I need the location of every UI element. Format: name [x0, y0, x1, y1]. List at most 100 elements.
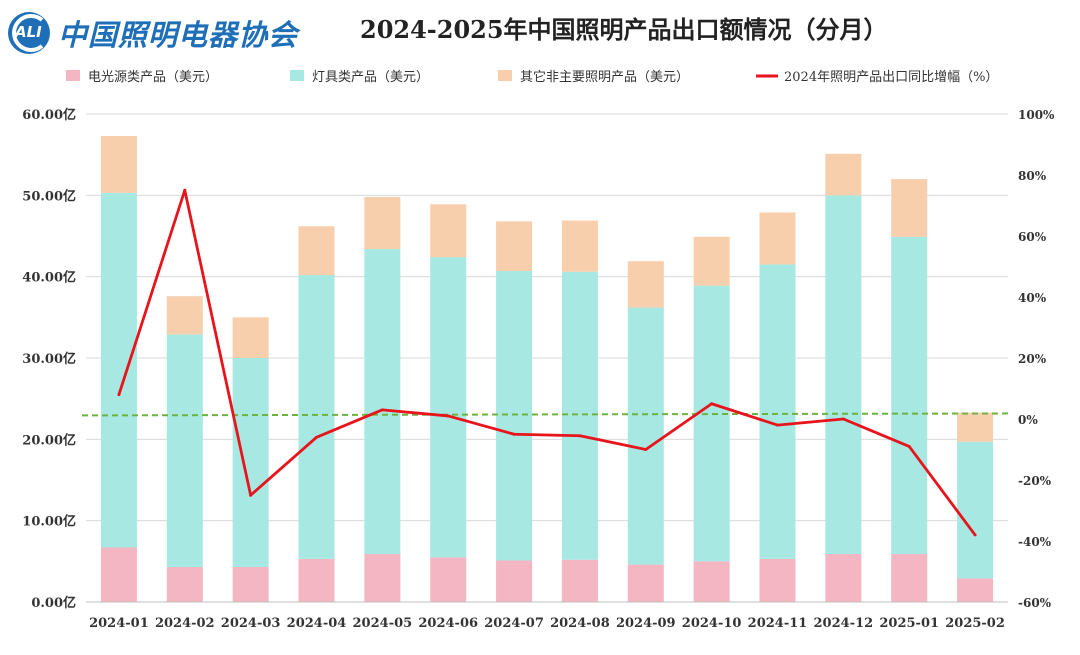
growth-line	[117, 188, 977, 536]
bar-other-2024-01	[100, 135, 137, 193]
bar-light-source-2024-02	[166, 567, 203, 602]
y-left-tick-label: 20.00亿	[22, 432, 76, 448]
y-right-tick-label: -40%	[1018, 535, 1052, 549]
y-right-tick-label: 40%	[1018, 291, 1047, 305]
bar-lamp-2024-07	[496, 270, 533, 561]
bar-lamp-2024-11	[759, 264, 796, 559]
growth-point	[446, 414, 450, 418]
y-left-tick-label: 30.00亿	[22, 351, 76, 367]
y-left-tick-label: 60.00亿	[22, 107, 76, 123]
growth-point	[907, 444, 911, 448]
x-tick-label: 2024-11	[748, 616, 808, 631]
y-right-tick-label: 80%	[1018, 169, 1047, 183]
x-tick-label: 2025-01	[879, 616, 939, 631]
bar-other-2024-07	[496, 221, 533, 271]
bar-other-2025-01	[891, 179, 928, 237]
growth-point	[710, 402, 714, 406]
x-tick-label: 2024-07	[484, 616, 544, 631]
bar-other-2024-09	[627, 261, 664, 308]
bar-other-2024-12	[825, 153, 862, 196]
bar-other-2024-04	[298, 226, 335, 276]
x-tick-label: 2024-03	[221, 616, 281, 631]
bar-lamp-2024-02	[166, 334, 203, 568]
bar-lamp-2024-03	[232, 358, 269, 568]
bar-other-2024-10	[693, 236, 730, 286]
legend-other-label: 其它非主要照明产品（美元）	[520, 69, 689, 85]
growth-point	[973, 533, 977, 537]
bar-lamp-2024-09	[627, 307, 664, 565]
growth-point	[644, 448, 648, 451]
logo-badge-icon: ALI	[6, 10, 52, 56]
growth-point	[183, 188, 187, 192]
bar-lamp-2024-10	[693, 285, 730, 562]
logo-letters: ALI	[15, 23, 42, 41]
bar-light-source-2024-04	[298, 558, 335, 602]
x-tick-label: 2025-02	[945, 616, 1005, 631]
growth-point	[315, 435, 318, 439]
y-right-tick-label: 20%	[1018, 352, 1047, 366]
bar-light-source-2024-08	[561, 559, 598, 602]
logo-text: 中国照明电器协会	[58, 18, 299, 52]
bar-light-source-2024-12	[825, 554, 862, 602]
growth-point	[512, 432, 516, 436]
bar-lamp-2024-12	[825, 195, 862, 555]
x-tick-label: 2024-10	[682, 616, 742, 631]
growth-point	[380, 408, 384, 412]
bar-lamp-2024-04	[298, 275, 335, 559]
y-left-tick-label: 50.00亿	[22, 188, 76, 204]
bar-other-2024-03	[232, 317, 269, 358]
y-right-tick-label: -60%	[1018, 596, 1052, 610]
y-right-tick-label: 60%	[1018, 230, 1047, 244]
bar-light-source-2024-11	[759, 558, 796, 602]
legend-other-swatch	[498, 70, 512, 81]
legend-lamp-swatch	[290, 70, 304, 81]
bar-light-source-2024-06	[430, 557, 467, 602]
bar-other-2024-05	[364, 196, 401, 250]
bar-lamp-2024-06	[430, 257, 467, 558]
x-tick-label: 2024-09	[616, 616, 676, 631]
growth-point	[249, 493, 253, 497]
y-left-tick-label: 40.00亿	[22, 270, 76, 286]
y-left-tick-label: 0.00亿	[31, 595, 76, 611]
bar-lamp-2024-05	[364, 249, 401, 555]
legend-lamp-label: 灯具类产品（美元）	[312, 70, 429, 85]
y-right-tick-label: -20%	[1018, 474, 1052, 488]
bar-other-2024-02	[166, 296, 203, 335]
legend-light-source-swatch	[66, 70, 80, 81]
bar-light-source-2024-03	[232, 567, 269, 602]
bar-light-source-2024-01	[100, 547, 137, 602]
growth-point	[117, 393, 121, 397]
legend-growth-label: 2024年照明产品出口同比增幅（%）	[784, 70, 998, 85]
bar-other-2024-06	[430, 204, 467, 258]
legend-light-source-label: 电光源类产品（美元）	[88, 70, 218, 85]
bar-other-2024-11	[759, 212, 796, 265]
bar-lamp-2025-01	[891, 236, 928, 555]
x-tick-label: 2024-12	[814, 616, 874, 631]
x-tick-label: 2024-04	[287, 616, 347, 631]
reference-dashed-line	[81, 412, 1013, 417]
bar-light-source-2025-02	[957, 578, 994, 602]
y-right-tick-label: 100%	[1018, 108, 1055, 122]
bar-light-source-2024-10	[693, 561, 730, 602]
y-right-tick-label: 0%	[1018, 413, 1038, 427]
chart-title: 2024-2025年中国照明产品出口额情况（分月）	[360, 15, 888, 44]
x-tick-label: 2024-06	[418, 616, 478, 631]
bar-lamp-2024-01	[100, 192, 137, 548]
bar-other-2024-08	[561, 220, 598, 272]
bar-light-source-2024-09	[627, 564, 664, 602]
y-left-tick-label: 10.00亿	[22, 514, 76, 530]
bar-lamp-2025-02	[957, 441, 994, 579]
growth-point	[841, 417, 845, 421]
bar-light-source-2024-07	[496, 560, 533, 602]
bar-light-source-2024-05	[364, 554, 401, 602]
growth-point	[776, 423, 779, 427]
x-tick-label: 2024-05	[353, 616, 413, 631]
bar-lamp-2024-08	[561, 271, 598, 560]
logo: ALI 中国照明电器协会	[6, 10, 298, 56]
x-tick-label: 2024-02	[155, 616, 215, 631]
x-tick-label: 2024-01	[89, 616, 149, 631]
x-tick-label: 2024-08	[550, 616, 610, 631]
growth-point	[578, 434, 582, 438]
bar-other-2025-02	[957, 412, 994, 442]
